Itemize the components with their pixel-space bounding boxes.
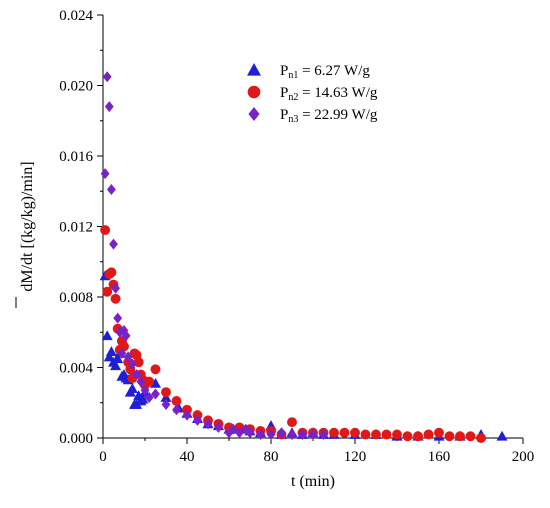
data-point-n2 [161, 387, 171, 398]
y-axis-title: dM/dt [(kg/kg)/min] [19, 161, 36, 291]
data-point-n3 [228, 423, 238, 435]
legend-marker-n3 [248, 107, 260, 121]
y-tick-label: 0.008 [59, 290, 93, 306]
x-tick-label: 200 [512, 449, 535, 465]
data-point-n3 [151, 388, 160, 400]
data-point-n2 [465, 431, 476, 442]
data-point-n3 [298, 428, 307, 440]
x-tick-label: 160 [428, 449, 451, 465]
data-point-n3 [121, 330, 131, 342]
legend: Pn1 = 6.27 W/g Pn2 = 14.63 W/g Pn3 = 22.99… [247, 63, 378, 125]
x-tick-label: 120 [344, 449, 367, 465]
y-tick-label: 0.012 [59, 220, 93, 236]
x-tick-label: 80 [264, 449, 279, 465]
data-point-n3 [172, 404, 181, 416]
series-n2 [100, 225, 486, 443]
data-point-n2 [110, 293, 121, 304]
data-point-n3 [277, 427, 286, 439]
data-point-n2 [100, 225, 111, 235]
data-point-n2 [455, 431, 465, 442]
data-point-n2 [476, 433, 486, 443]
x-tick-label: 40 [180, 449, 195, 465]
data-point-n2 [371, 429, 381, 440]
data-point-n3 [128, 358, 137, 370]
data-point-n3 [161, 399, 171, 411]
data-point-n3 [182, 409, 192, 421]
data-point-n1 [101, 330, 113, 341]
x-axis-title: t (min) [291, 473, 335, 490]
axes: 0 40 80 120 160 200 0.000 0.004 0.008 0.012 0.016 0… [15, 8, 535, 465]
data-point-n2 [106, 267, 117, 278]
y-tick-label: 0.024 [59, 8, 93, 24]
legend-marker-n1 [247, 63, 261, 76]
data-point-n3 [266, 428, 276, 440]
data-point-n2 [392, 429, 402, 440]
data-point-n2 [360, 429, 371, 440]
legend-label-n3: Pn3 = 22.99 W/g [280, 107, 378, 125]
data-point-n1 [103, 351, 115, 362]
data-point-n3 [123, 351, 133, 363]
legend-label-n1: Pn1 = 6.27 W/g [280, 63, 370, 81]
data-point-n3 [256, 428, 265, 440]
data-point-n2 [413, 431, 423, 442]
y-tick-label: 0.020 [59, 79, 93, 95]
data-point-n3 [104, 101, 114, 113]
data-point-n3 [203, 418, 213, 430]
data-point-n1 [126, 383, 138, 394]
data-point-n2 [150, 364, 161, 375]
data-point-n1 [150, 377, 161, 388]
data-point-n3 [193, 414, 202, 426]
data-point-n3 [308, 428, 318, 440]
data-point-n3 [214, 421, 223, 433]
data-point-n3 [109, 238, 118, 250]
data-point-n3 [102, 71, 112, 83]
y-tick-label: 0.016 [59, 149, 93, 165]
data-point-n3 [107, 183, 116, 195]
data-point-n2 [339, 427, 350, 438]
data-point-n1 [137, 393, 149, 404]
data-point-n2 [171, 396, 182, 406]
data-point-n3 [111, 282, 120, 294]
series-n3 [100, 71, 328, 440]
data-point-n3 [319, 428, 328, 440]
data-point-n2 [102, 286, 113, 297]
legend-marker-n2 [247, 85, 261, 99]
data-point-n2 [434, 427, 444, 438]
data-point-n3 [144, 391, 154, 403]
data-point-n1 [105, 346, 117, 357]
data-point-n3 [100, 168, 110, 180]
data-points [99, 71, 508, 443]
legend-label-n2: Pn2 = 14.63 W/g [280, 85, 378, 103]
data-point-n2 [329, 427, 339, 438]
x-tick-label: 0 [99, 449, 107, 465]
data-point-n2 [402, 431, 413, 442]
data-point-n1 [112, 353, 124, 364]
data-point-n2 [144, 376, 155, 387]
data-point-n3 [245, 427, 255, 439]
data-point-n3 [140, 384, 150, 396]
data-point-n3 [235, 427, 244, 439]
data-point-n1 [496, 430, 508, 441]
y-tick-label: 0.004 [59, 361, 93, 377]
data-point-n3 [132, 369, 141, 381]
data-point-n3 [136, 376, 146, 388]
series-n1 [99, 270, 508, 441]
data-point-n2 [444, 431, 455, 442]
data-point-n2 [381, 429, 392, 440]
data-point-n3 [117, 347, 127, 359]
data-point-n3 [113, 312, 123, 324]
data-point-n3 [287, 428, 297, 440]
data-point-n2 [350, 427, 360, 438]
data-point-n1 [110, 360, 122, 371]
data-point-n2 [287, 417, 297, 428]
y-tick-label: 0.000 [59, 431, 93, 447]
data-point-n2 [423, 429, 434, 440]
